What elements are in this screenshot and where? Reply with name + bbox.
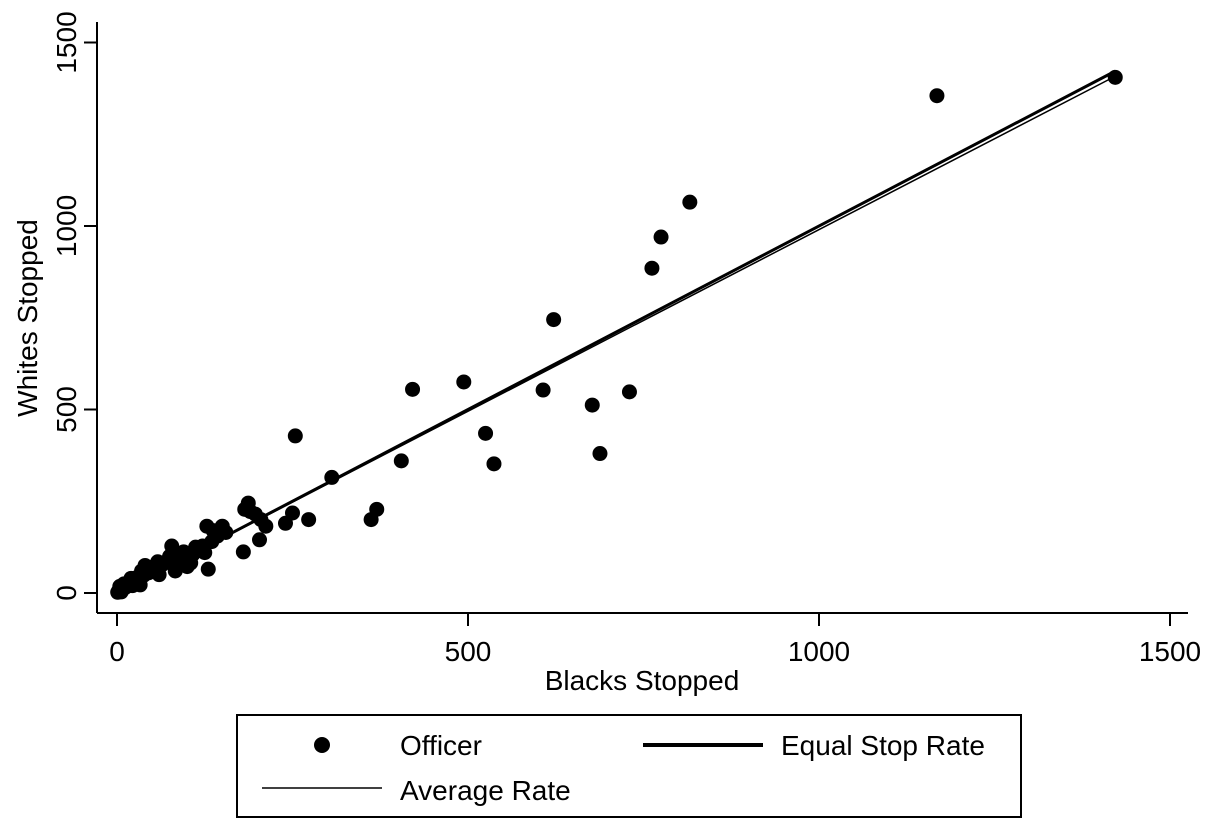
officer-point [200, 561, 216, 577]
y-tick-label: 1000 [51, 195, 82, 257]
axis-ticks [84, 41, 1171, 626]
officer-point [621, 384, 637, 400]
officer-point [929, 88, 945, 104]
legend-box [236, 714, 1022, 818]
y-axis-title: Whites Stopped [12, 219, 43, 417]
legend: Officer Equal Stop Rate Average Rate [236, 714, 1022, 818]
officer-point [1107, 69, 1123, 85]
officer-point [644, 260, 660, 276]
officer-point [546, 312, 562, 328]
officer-point [287, 428, 303, 444]
y-tick-label: 0 [51, 585, 82, 601]
officer-point [235, 544, 251, 560]
officer-point [167, 563, 183, 579]
y-tick-label: 500 [51, 386, 82, 433]
officer-point [592, 446, 608, 462]
officer-point [301, 512, 317, 528]
officer-point [393, 453, 409, 469]
officer-point [237, 501, 253, 517]
y-tick-label: 1500 [51, 11, 82, 73]
legend-equal-label: Equal Stop Rate [781, 730, 985, 761]
officer-point [363, 512, 379, 528]
officer-point [584, 397, 600, 413]
officer-point [478, 425, 494, 441]
officer-point [653, 229, 669, 245]
x-tick-label: 1500 [1139, 636, 1201, 667]
officer-point [199, 518, 215, 534]
officer-point [252, 532, 268, 548]
officer-point [277, 515, 293, 531]
officer-point [535, 382, 551, 398]
series-lines [116, 69, 1116, 595]
x-axis-title: Blacks Stopped [545, 665, 740, 696]
officer-point [682, 194, 698, 210]
officer-point [132, 577, 148, 593]
x-tick-label: 500 [445, 636, 492, 667]
officer-point [405, 381, 421, 397]
equal-stop-rate-line [116, 69, 1116, 595]
legend-officer-label: Officer [400, 730, 482, 761]
legend-average-label: Average Rate [400, 775, 571, 806]
legend-officer-marker [314, 737, 330, 753]
officer-point [324, 469, 340, 485]
x-tick-label: 1000 [788, 636, 850, 667]
officer-point [456, 374, 472, 390]
x-tick-label: 0 [109, 636, 125, 667]
average-rate-line [116, 75, 1116, 594]
officer-point [113, 584, 129, 600]
officer-points [110, 69, 1123, 600]
tick-labels: 0 500 1000 1500 0 500 1000 1500 [51, 11, 1201, 667]
officer-point [486, 456, 502, 472]
